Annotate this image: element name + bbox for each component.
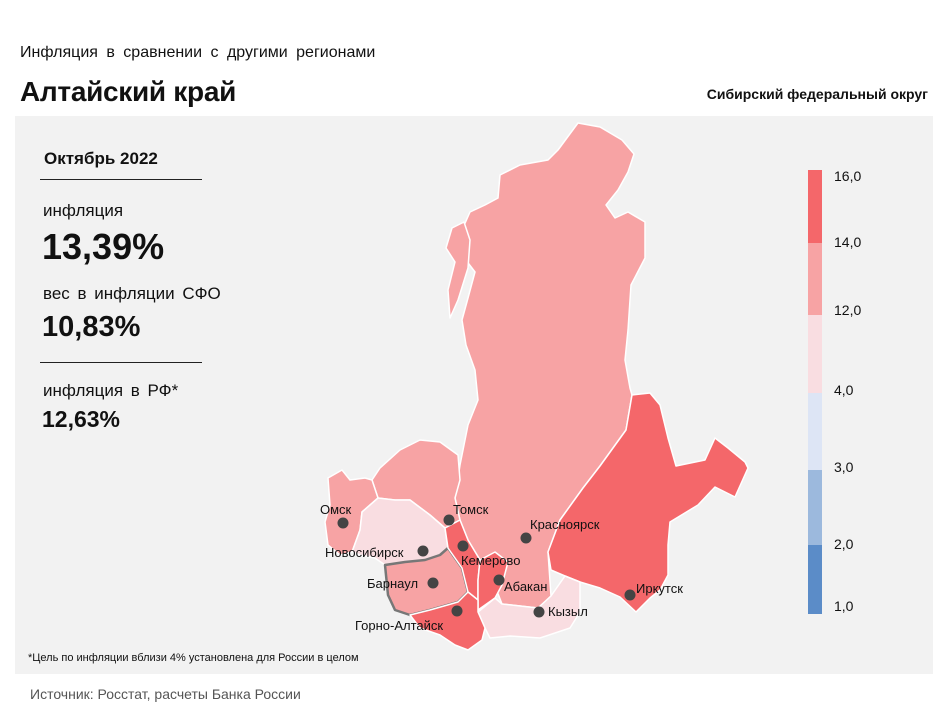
legend-tick: 1,0 <box>834 598 854 614</box>
city-dot-abakan <box>493 574 505 586</box>
legend-tick: 4,0 <box>834 382 854 398</box>
legend-band <box>808 393 822 470</box>
period-label: Октябрь 2022 <box>44 149 158 168</box>
city-dot-barnaul <box>427 577 439 589</box>
legend-tick: 16,0 <box>834 168 862 184</box>
region-tyva[interactable] <box>477 575 581 639</box>
district-title: Сибирский федеральный округ <box>706 86 928 102</box>
city-dot-novosibirsk <box>417 545 429 557</box>
legend-band <box>808 315 822 393</box>
city-dot-krasnoyarsk <box>520 532 532 544</box>
city-label-irkutsk: Иркутск <box>636 581 683 596</box>
city-dot-tomsk <box>443 514 455 526</box>
page-subtitle: Инфляция в сравнении с другими регионами <box>20 44 376 61</box>
weight-value: 10,83% <box>42 311 141 343</box>
divider <box>40 362 202 363</box>
city-label-novosibirsk: Новосибирск <box>325 545 404 560</box>
city-dot-irkutsk <box>624 589 636 601</box>
city-markers: Красноярск Иркутск Томск Омск Новосибирс… <box>320 502 683 633</box>
legend-band <box>808 170 822 243</box>
region-altai-republic[interactable] <box>409 591 486 651</box>
page-title: Алтайский край <box>20 76 236 107</box>
city-dot-omsk <box>337 517 349 529</box>
divider <box>40 179 202 180</box>
city-label-omsk: Омск <box>320 502 352 517</box>
weight-label: вес в инфляции СФО <box>43 284 221 303</box>
rf-inflation-value: 12,63% <box>42 406 121 432</box>
legend-band <box>808 545 822 614</box>
city-label-kemerovo: Кемерово <box>461 553 520 568</box>
city-label-abakan: Абакан <box>504 579 547 594</box>
legend-tick: 3,0 <box>834 459 854 475</box>
legend-tick: 12,0 <box>834 302 862 318</box>
footnote: *Цель по инфляции вблизи 4% установлена … <box>28 652 359 664</box>
city-label-barnaul: Барнаул <box>367 576 418 591</box>
source-note: Источник: Росстат, расчеты Банка России <box>30 686 301 702</box>
legend-tick: 14,0 <box>834 234 862 250</box>
city-dot-kemerovo <box>457 540 469 552</box>
rf-inflation-label: инфляция в РФ* <box>43 381 179 400</box>
legend-tick: 2,0 <box>834 536 854 552</box>
city-label-gorno-altaisk: Горно-Алтайск <box>355 618 443 633</box>
city-label-tomsk: Томск <box>453 502 489 517</box>
city-label-krasnoyarsk: Красноярск <box>530 517 600 532</box>
region-irkutsk[interactable] <box>547 392 749 613</box>
city-dot-gorno-altaisk <box>451 605 463 617</box>
region-krasnoyarsk-islands <box>445 221 471 319</box>
inflation-value: 13,39% <box>42 226 165 267</box>
legend-band <box>808 243 822 315</box>
legend-band <box>808 470 822 545</box>
inflation-label: инфляция <box>43 201 124 220</box>
city-dot-kyzyl <box>533 606 545 618</box>
city-label-kyzyl: Кызыл <box>548 604 588 619</box>
